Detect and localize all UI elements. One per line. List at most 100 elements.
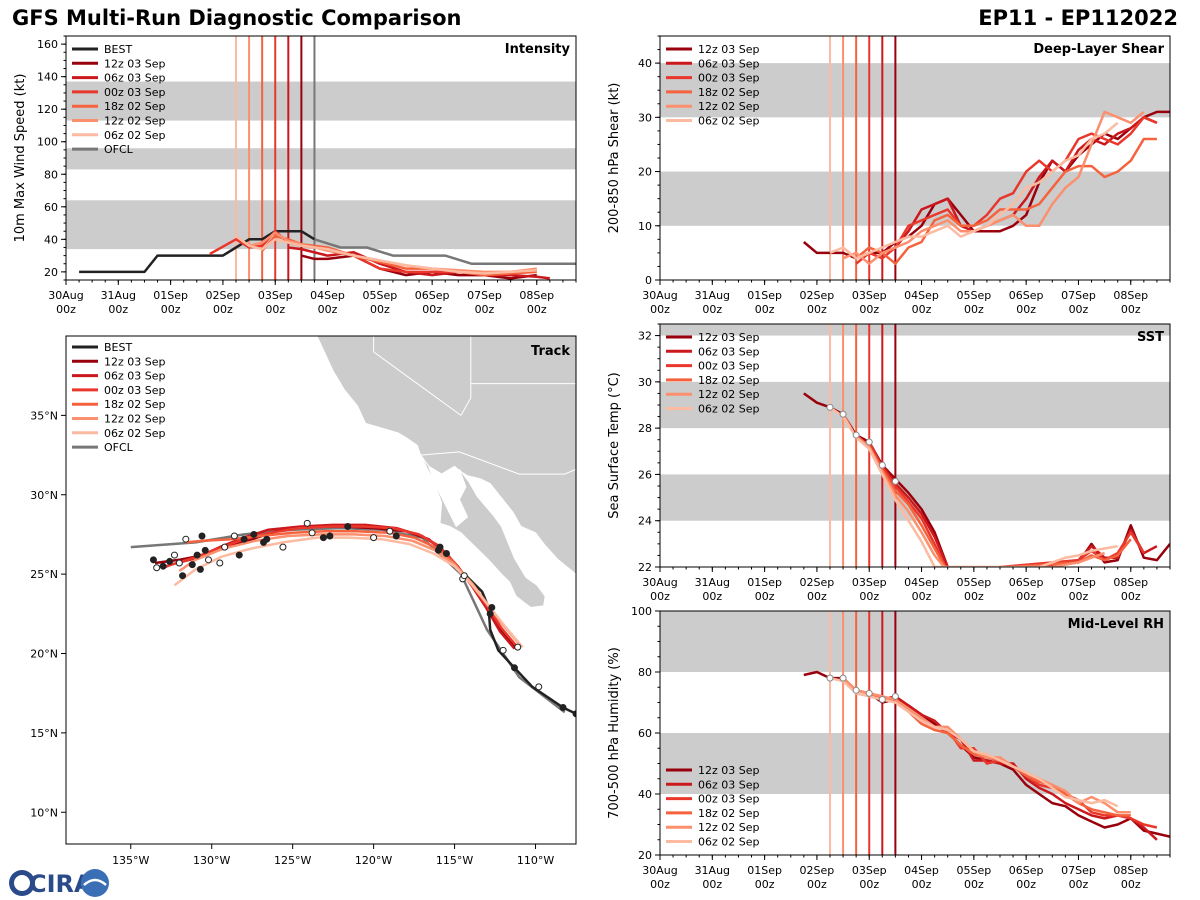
sst-xtick-label: 00z	[964, 590, 984, 603]
track-series-line	[185, 530, 521, 645]
track-series-line	[162, 523, 516, 650]
track-land-us-mexico-mainland	[316, 336, 576, 575]
storm-id: EP11 - EP112022	[978, 6, 1178, 30]
shear-shaded-band	[660, 63, 1170, 118]
rh-xtick-label: 01Sep	[747, 864, 782, 877]
sst-ylabel: Sea Surface Temp (°C)	[607, 372, 622, 519]
rh-xtick-label: 03Sep	[852, 864, 887, 877]
track-legend-label: 06z 02 Sep	[104, 427, 166, 440]
intensity-title: Intensity	[505, 42, 571, 57]
rh-xtick-label: 00z	[1069, 878, 1089, 891]
intensity-xtick-label: 04Sep	[310, 289, 345, 302]
rh-xtick-label: 00z	[964, 878, 984, 891]
intensity-plot-area	[66, 36, 576, 280]
track-position-dot	[235, 551, 243, 559]
intensity-legend-label: 00z 03 Sep	[104, 86, 166, 99]
shear-series-line	[829, 121, 1119, 260]
sst-ytick-label: 30	[638, 376, 652, 389]
shear-xtick-label: 00z	[755, 303, 775, 316]
sst-init-marker	[839, 410, 847, 418]
track-us-mexico-border	[420, 451, 576, 475]
sst-series-line	[868, 441, 1145, 567]
intensity-xtick-label: 00z	[475, 303, 495, 316]
track-position-dot	[326, 532, 334, 540]
intensity-series-line	[314, 238, 576, 265]
shear-title: Deep-Layer Shear	[1033, 42, 1164, 57]
rh-xtick-label: 07Sep	[1061, 864, 1096, 877]
track-xtick-label: 135°W	[112, 854, 149, 867]
shear-xtick-label: 05Sep	[956, 289, 991, 302]
rh-legend-label: 00z 03 Sep	[698, 793, 760, 806]
sst-xtick-label: 03Sep	[852, 576, 887, 589]
rh-xtick-label: 00z	[912, 878, 932, 891]
track-position-dot	[392, 532, 400, 540]
sst-ytick-label: 28	[638, 422, 652, 435]
intensity-series-line	[79, 229, 316, 274]
track-title: Track	[531, 344, 570, 359]
track-xtick-label: 130°W	[193, 854, 230, 867]
intensity-legend-label: 18z 02 Sep	[104, 100, 166, 113]
track-xtick-label: 120°W	[355, 854, 392, 867]
intensity-xtick-label: 00z	[213, 303, 233, 316]
rh-legend-label: 12z 02 Sep	[698, 821, 760, 834]
shear-legend-label: 00z 03 Sep	[698, 72, 760, 85]
rh-shaded-band	[660, 611, 1170, 672]
rh-xtick-label: 00z	[755, 878, 775, 891]
shear-xtick-label: 30Aug	[642, 289, 677, 302]
cira-logo-globe-inner	[14, 875, 30, 891]
intensity-shaded-band	[66, 148, 576, 170]
sst-init-marker	[826, 403, 834, 411]
sst-xtick-label: 05Sep	[956, 576, 991, 589]
rh-legend-label: 12z 03 Sep	[698, 764, 760, 777]
rh-ytick-label: 40	[638, 788, 652, 801]
rh-init-marker	[839, 674, 847, 682]
sst-xtick-label: 02Sep	[800, 576, 835, 589]
intensity-ylabel: 10m Max Wind Speed (kt)	[13, 74, 28, 243]
sst-ytick-label: 24	[638, 515, 652, 528]
sst-xtick-label: 00z	[912, 590, 932, 603]
track-position-dot	[559, 703, 567, 711]
intensity-xtick-label: 31Aug	[101, 289, 136, 302]
sst-xtick-label: 31Aug	[695, 576, 730, 589]
shear-series-line	[855, 116, 1158, 265]
intensity-ytick-label: 60	[44, 201, 58, 214]
track-position-dot	[179, 572, 187, 580]
shear-ytick-label: 0	[645, 274, 652, 287]
sst-legend-label: 12z 03 Sep	[698, 331, 760, 344]
rh-init-marker	[878, 695, 886, 703]
shear-xtick-label: 02Sep	[800, 289, 835, 302]
rh-shaded-band	[660, 733, 1170, 794]
rh-xtick-label: 00z	[702, 878, 722, 891]
shear-xtick-label: 00z	[650, 303, 670, 316]
intensity-xtick-label: 02Sep	[206, 289, 241, 302]
track-position-dot	[153, 564, 161, 572]
rh-init-marker	[826, 674, 834, 682]
shear-xtick-label: 00z	[1016, 303, 1036, 316]
rh-ytick-label: 60	[638, 727, 652, 740]
sst-legend-label: 06z 02 Sep	[698, 403, 760, 416]
sst-xtick-label: 00z	[1069, 590, 1089, 603]
track-legend-label: 12z 02 Sep	[104, 413, 166, 426]
intensity-legend-label: 12z 02 Sep	[104, 115, 166, 128]
page-title: GFS Multi-Run Diagnostic Comparison	[12, 6, 462, 30]
sst-shaded-band	[660, 381, 1170, 429]
track-series-line	[465, 574, 576, 715]
sst-xtick-label: 00z	[859, 590, 879, 603]
rh-init-marker	[891, 692, 899, 700]
sst-xtick-label: 30Aug	[642, 576, 677, 589]
sst-legend-label: 18z 02 Sep	[698, 374, 760, 387]
rh-ytick-label: 100	[631, 605, 652, 618]
intensity-legend-label: BEST	[104, 43, 132, 56]
track-legend-label: OFCL	[104, 441, 134, 454]
intensity-series-line	[235, 235, 537, 275]
rh-xtick-label: 02Sep	[800, 864, 835, 877]
track-position-dot	[182, 535, 190, 543]
intensity-legend-label: 12z 03 Sep	[104, 57, 166, 70]
rh-ytick-label: 80	[638, 666, 652, 679]
intensity-xtick-label: 00z	[56, 303, 76, 316]
sst-init-marker	[891, 477, 899, 485]
track-position-dot	[204, 556, 212, 564]
sst-title: SST	[1137, 330, 1164, 345]
track-position-dot	[216, 559, 224, 567]
shear-ylabel: 200-850 hPa Shear (kt)	[607, 83, 622, 234]
